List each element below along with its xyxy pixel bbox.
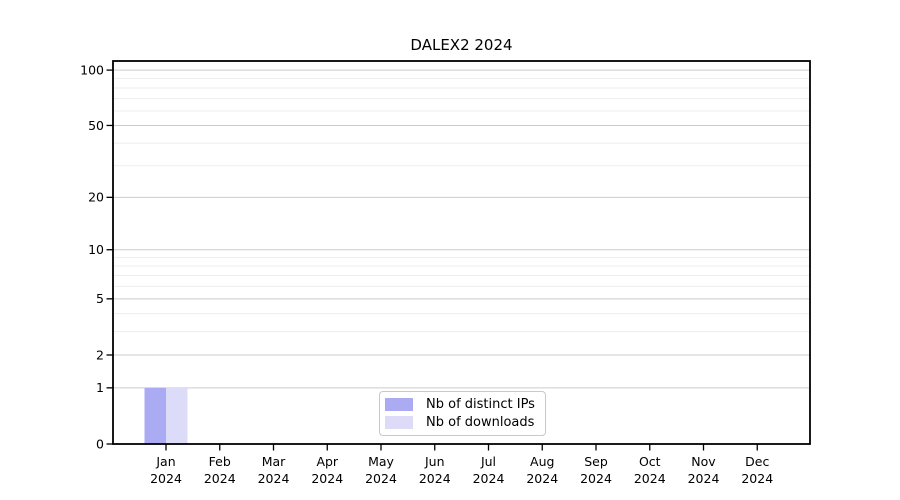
legend: Nb of distinct IPs Nb of downloads [379,391,546,436]
y-tick-label: 1 [96,380,104,395]
x-tick-label-year: 2024 [526,471,558,486]
bar-downloads-jan [166,387,188,444]
legend-entry-distinct-ips: Nb of distinct IPs [385,395,537,414]
bar-distinct-ips-jan [144,387,166,444]
y-tick-label: 0 [96,436,104,451]
x-tick-label-year: 2024 [150,471,182,486]
legend-label-downloads: Nb of downloads [426,415,535,431]
chart-title: DALEX2 2024 [410,36,513,54]
x-tick-label-year: 2024 [204,471,236,486]
x-tick-label-month: Sep [584,454,608,469]
x-tick-label-year: 2024 [258,471,290,486]
x-tick-label-year: 2024 [365,471,397,486]
x-tick-label-month: Aug [530,454,554,469]
x-tick-label-month: Jul [480,454,496,469]
legend-entry-downloads: Nb of downloads [385,414,537,433]
y-tick-label: 100 [80,62,104,77]
x-tick-label-year: 2024 [311,471,343,486]
legend-label-distinct-ips: Nb of distinct IPs [426,396,535,412]
x-tick-label-month: Dec [745,454,769,469]
x-tick-label-year: 2024 [741,471,773,486]
x-tick-label-year: 2024 [580,471,612,486]
y-tick-label: 20 [88,190,104,205]
legend-swatch-downloads-icon [385,416,413,430]
legend-swatch-distinct-ips-icon [385,397,413,411]
x-tick-label-month: Oct [639,454,661,469]
x-tick-label-month: Nov [691,454,716,469]
x-tick-label-month: Mar [262,454,286,469]
x-tick-label-month: Feb [209,454,231,469]
x-tick-label-month: Jun [424,454,445,469]
x-tick-label-month: Apr [316,454,338,469]
y-tick-label: 2 [96,347,104,362]
x-tick-label-month: Jan [155,454,175,469]
x-tick-label-year: 2024 [634,471,666,486]
x-tick-label-month: May [368,454,394,469]
y-tick-label: 50 [88,118,104,133]
x-tick-label-year: 2024 [419,471,451,486]
axis-box [112,60,811,445]
x-tick-label-year: 2024 [688,471,720,486]
y-tick-label: 5 [96,291,104,306]
x-tick-label-year: 2024 [473,471,505,486]
y-tick-label: 10 [88,242,104,257]
